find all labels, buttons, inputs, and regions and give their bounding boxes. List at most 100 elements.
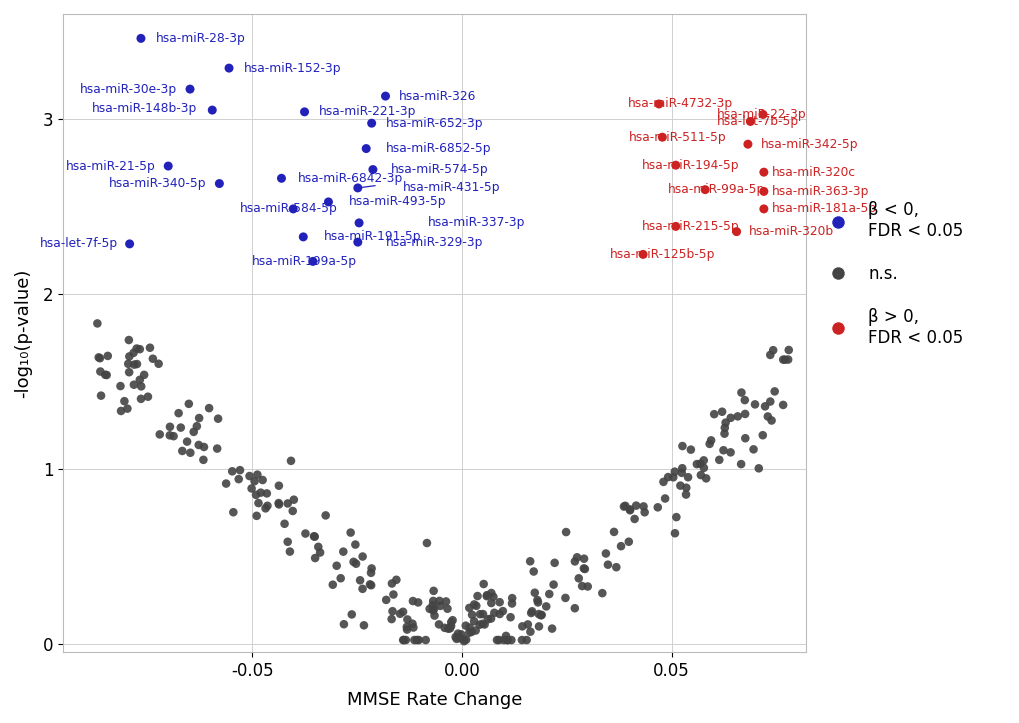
Point xyxy=(567,602,583,614)
Point xyxy=(455,636,472,647)
Point xyxy=(696,184,712,195)
Point xyxy=(745,444,761,455)
Point xyxy=(667,221,684,232)
Point xyxy=(461,627,477,638)
Point xyxy=(424,599,440,611)
Point xyxy=(100,350,116,362)
Point xyxy=(574,581,590,592)
Point xyxy=(125,379,142,390)
Point xyxy=(335,618,352,630)
Text: hsa-miR-431-5p: hsa-miR-431-5p xyxy=(403,181,500,194)
Text: hsa-miR-6852-5p: hsa-miR-6852-5p xyxy=(386,142,491,155)
Point xyxy=(518,634,534,646)
Point xyxy=(710,454,727,466)
Point xyxy=(132,380,149,392)
Point xyxy=(259,487,275,499)
Point xyxy=(733,458,749,470)
Point xyxy=(451,633,468,644)
Point xyxy=(385,589,401,600)
Point xyxy=(209,442,225,454)
Point xyxy=(384,605,400,617)
Point xyxy=(347,558,364,570)
Point xyxy=(467,625,483,636)
Point xyxy=(132,33,149,44)
Point xyxy=(476,619,492,630)
Point xyxy=(305,256,321,268)
Point xyxy=(682,444,698,455)
Point xyxy=(612,540,629,552)
Point xyxy=(475,578,491,590)
Point xyxy=(121,238,138,249)
Point xyxy=(599,559,615,570)
Point xyxy=(279,536,296,547)
Point xyxy=(441,623,458,634)
Point xyxy=(405,595,421,607)
Point xyxy=(546,557,562,568)
Point xyxy=(714,445,731,456)
Point xyxy=(754,108,770,120)
Point xyxy=(425,604,441,616)
Point xyxy=(307,552,323,564)
Point xyxy=(653,132,669,143)
Point xyxy=(715,428,732,440)
Point xyxy=(650,98,666,110)
Text: hsa-miR-22-3p: hsa-miR-22-3p xyxy=(716,108,806,121)
Point xyxy=(474,618,490,630)
Legend: β < 0,
FDR < 0.05, n.s., β > 0,
FDR < 0.05: β < 0, FDR < 0.05, n.s., β > 0, FDR < 0.… xyxy=(820,201,963,346)
Point xyxy=(442,617,459,628)
Text: hsa-miR-329-3p: hsa-miR-329-3p xyxy=(386,236,483,249)
Point xyxy=(485,591,501,602)
Point xyxy=(425,595,441,607)
Point xyxy=(161,429,177,441)
Point xyxy=(514,620,530,632)
Point xyxy=(436,622,452,633)
Point xyxy=(335,546,352,557)
Point xyxy=(398,614,415,625)
Point xyxy=(448,633,465,645)
Point xyxy=(576,553,592,565)
Point xyxy=(409,634,425,646)
Point xyxy=(579,581,595,592)
Point xyxy=(282,455,299,466)
Point xyxy=(530,620,546,632)
Point xyxy=(210,413,226,424)
Point xyxy=(281,546,298,557)
Text: hsa-miR-181a-5p: hsa-miR-181a-5p xyxy=(771,202,876,215)
Text: hsa-miR-337-3p: hsa-miR-337-3p xyxy=(428,216,525,229)
Point xyxy=(419,537,435,549)
Point xyxy=(762,415,779,427)
Point xyxy=(458,634,474,646)
Point xyxy=(343,609,360,620)
Point xyxy=(394,606,411,617)
Point xyxy=(426,603,442,615)
Point xyxy=(363,579,379,591)
Point xyxy=(221,62,237,74)
Point xyxy=(736,394,752,406)
Point xyxy=(567,556,583,568)
Point xyxy=(697,473,713,484)
Point xyxy=(594,587,610,599)
Point xyxy=(680,471,696,483)
Point xyxy=(145,353,161,364)
Point xyxy=(742,116,758,127)
Point xyxy=(478,589,494,601)
Point xyxy=(383,578,399,589)
Text: hsa-miR-652-3p: hsa-miR-652-3p xyxy=(386,116,483,129)
Point xyxy=(113,405,129,416)
Point xyxy=(196,441,212,453)
Point xyxy=(695,462,711,474)
Point xyxy=(132,393,149,405)
Point xyxy=(131,343,148,355)
Point xyxy=(189,421,205,432)
Text: hsa-miR-493-5p: hsa-miR-493-5p xyxy=(348,195,445,208)
Point xyxy=(297,528,313,539)
Point xyxy=(464,609,480,620)
Point xyxy=(570,573,586,584)
Point xyxy=(458,620,474,631)
Point xyxy=(253,487,269,498)
Text: hsa-let-7f-5p: hsa-let-7f-5p xyxy=(40,237,118,250)
Point xyxy=(279,497,296,509)
Point xyxy=(494,605,511,617)
Point xyxy=(204,104,220,116)
Point xyxy=(755,203,771,215)
